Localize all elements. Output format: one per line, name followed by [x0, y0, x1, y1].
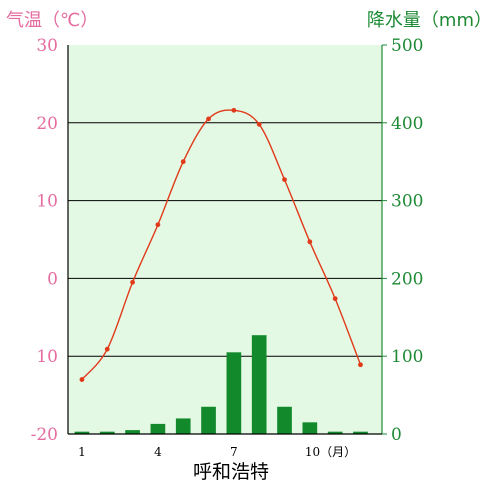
precipitation-bar — [125, 430, 140, 434]
temperature-tick-label: 10 — [36, 347, 58, 367]
precipitation-tick-label: 400 — [391, 114, 423, 134]
temperature-point — [104, 346, 110, 352]
precipitation-tick-label: 500 — [391, 36, 423, 56]
temperature-point — [231, 107, 237, 113]
temperature-tick-labels: 30 20 10 0 10 -20 — [31, 36, 58, 445]
temperature-point — [282, 177, 287, 182]
temperature-point — [155, 222, 161, 228]
month-tick-labels: 1 4 7 10（月） — [78, 445, 356, 459]
precipitation-axis-title: 降水量（mm） — [367, 10, 492, 31]
temperature-axis-title: 气温（℃） — [6, 10, 98, 31]
precipitation-bar — [226, 352, 242, 434]
station-name: 呼和浩特 — [193, 461, 269, 483]
precipitation-bar — [353, 431, 368, 434]
temperature-point — [130, 279, 135, 285]
gridlines — [68, 122, 382, 357]
precipitation-tick-label: 200 — [391, 269, 423, 289]
precipitation-tick-label: 300 — [391, 192, 423, 212]
temperature-tick-label: 0 — [47, 269, 58, 289]
precipitation-bar — [302, 422, 318, 434]
precipitation-bar — [201, 406, 216, 434]
precipitation-bar — [99, 431, 115, 434]
precipitation-bar — [175, 418, 191, 434]
precipitation-bar — [150, 423, 166, 434]
precipitation-tick-label: 0 — [391, 425, 402, 445]
temperature-tick-label: 30 — [36, 36, 58, 56]
temperature-point — [256, 121, 262, 127]
precipitation-bar — [251, 335, 267, 434]
temperature-point — [206, 116, 211, 122]
temperature-point — [332, 296, 338, 302]
month-tick-label: 4 — [154, 445, 162, 459]
precipitation-bars — [74, 335, 368, 434]
precipitation-tick-labels: 500 400 300 200 100 0 — [382, 36, 423, 445]
temperature-point — [307, 239, 313, 245]
precipitation-tick-label: 100 — [391, 347, 423, 367]
temperature-tick-label: 10 — [36, 192, 58, 212]
month-tick-label: 1 — [78, 445, 86, 459]
temperature-point — [358, 362, 363, 368]
precipitation-bar — [277, 406, 292, 434]
temperature-point — [79, 377, 85, 382]
month-tick-label: 10（月） — [305, 445, 356, 459]
plot-background — [68, 45, 382, 434]
temperature-tick-label: -20 — [31, 425, 58, 445]
temperature-points — [79, 107, 363, 382]
temperature-tick-label: 20 — [36, 114, 58, 134]
precipitation-bar — [74, 431, 90, 434]
temperature-point — [180, 159, 186, 165]
precipitation-bar — [327, 431, 343, 434]
temperature-line — [81, 109, 362, 381]
month-tick-label: 7 — [230, 445, 238, 459]
